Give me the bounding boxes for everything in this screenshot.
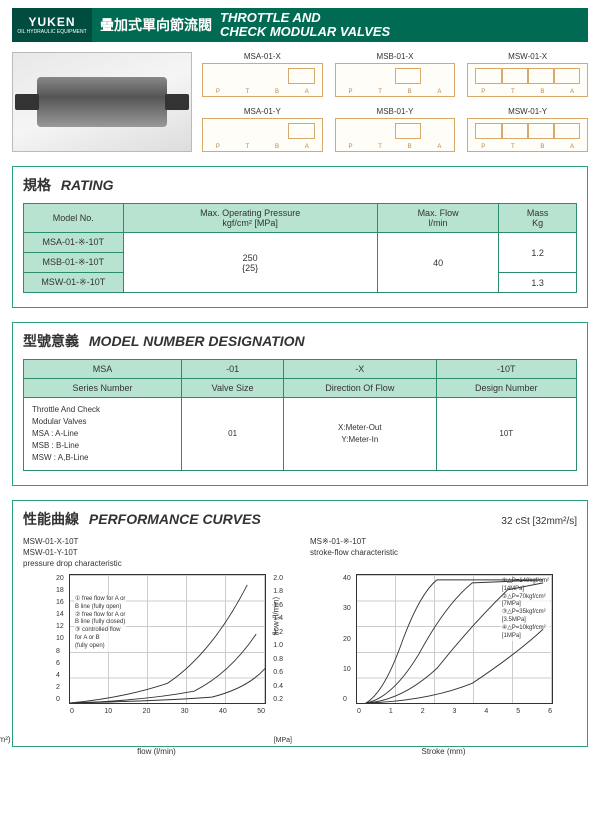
brand-main: YUKEN	[28, 15, 75, 29]
diagram: MSB-01-X PTBA	[335, 52, 456, 97]
modelnum-title: 型號意義 MODEL NUMBER DESIGNATION	[23, 331, 577, 351]
chart2-xticks: 0123456	[357, 708, 552, 715]
diagram-box: PTBA	[467, 63, 588, 97]
modelnum-title-en: MODEL NUMBER DESIGNATION	[89, 333, 305, 349]
product-photo	[12, 52, 192, 152]
header-bar: YUKEN OIL HYDRAULIC EQUIPMENT 疊加式單向節流閥 T…	[12, 8, 588, 42]
rating-flow: 40	[377, 233, 499, 293]
mdn-cell: 10T	[436, 398, 576, 471]
viscosity-note: 32 cSt [32mm²/s]	[501, 516, 577, 527]
chart2-box: MS※-01-※-10T stroke-flow characteristic …	[310, 537, 577, 732]
mdn-cell: Throttle And CheckModular ValvesMSA : A-…	[24, 398, 182, 471]
rating-row: MSA-01-※-10T250{25}401.2	[24, 233, 577, 253]
brand-sub: OIL HYDRAULIC EQUIPMENT	[17, 29, 86, 35]
brand-block: YUKEN OIL HYDRAULIC EQUIPMENT	[12, 8, 92, 42]
chart2-t2: stroke-flow characteristic	[310, 548, 577, 557]
rating-header: Max. Flowl/min	[377, 204, 499, 233]
rating-pressure: 250{25}	[123, 233, 377, 293]
diagram-ports: PTBA	[468, 89, 587, 95]
rating-header: MassKg	[499, 204, 577, 233]
diagram-ports: PTBA	[336, 144, 455, 150]
rating-mass: 1.3	[499, 273, 577, 293]
chart2-t1: MS※-01-※-10T	[310, 537, 577, 546]
diagram-label: MSW-01-X	[467, 52, 588, 61]
diagram: MSA-01-X PTBA	[202, 52, 323, 97]
chart1-yticks: 02468101214161820	[56, 575, 64, 703]
chart2-svg	[357, 575, 552, 703]
chart2: 010203040 0123456 ①△P=140kgf/cm² [14MPa]…	[356, 574, 553, 704]
chart2-xlabel: Stroke (mm)	[422, 747, 466, 756]
chart1-t1: MSW-01-X-10T	[23, 537, 290, 546]
diagram: MSW-01-X PTBA	[467, 52, 588, 97]
diagram-box: PTBA	[335, 63, 456, 97]
rating-table: Model No.Max. Operating Pressurekgf/cm² …	[23, 203, 577, 293]
diagram-label: MSB-01-Y	[335, 107, 456, 116]
valve-placeholder	[37, 77, 167, 127]
rating-model: MSW-01-※-10T	[24, 273, 124, 293]
mdn-col: MSA	[24, 360, 182, 379]
rating-title-en: RATING	[61, 177, 114, 193]
diagram-box: PTBA	[202, 118, 323, 152]
chart1-t3: pressure drop characteristic	[23, 559, 290, 568]
perf-title-cn: 性能曲線	[23, 511, 79, 527]
diagram-box: PTBA	[467, 118, 588, 152]
title-cn: 疊加式單向節流閥	[100, 15, 212, 35]
chart1-xlabel: flow (l/min)	[137, 747, 176, 756]
mdn-col: -01	[182, 360, 284, 379]
perf-title-en: PERFORMANCE CURVES	[89, 511, 261, 527]
diagram: MSA-01-Y PTBA	[202, 107, 323, 152]
rating-title-cn: 規格	[23, 177, 51, 193]
diagram-box: PTBA	[335, 118, 456, 152]
title-en-2: CHECK MODULAR VALVES	[220, 24, 390, 39]
modelnum-section: 型號意義 MODEL NUMBER DESIGNATION MSA-01-X-1…	[12, 322, 588, 486]
rating-header: Model No.	[24, 204, 124, 233]
diagram-label: MSA-01-X	[202, 52, 323, 61]
mdn-label: Series Number	[24, 379, 182, 398]
chart1-svg	[70, 575, 265, 703]
rating-header: Max. Operating Pressurekgf/cm² [MPa]	[123, 204, 377, 233]
diagram: MSB-01-Y PTBA	[335, 107, 456, 152]
perf-charts: MSW-01-X-10T MSW-01-Y-10T pressure drop …	[23, 537, 577, 732]
modelnum-title-cn: 型號意義	[23, 333, 79, 349]
diagram-label: MSW-01-Y	[467, 107, 588, 116]
rating-title: 規格 RATING	[23, 175, 577, 195]
chart1-yunit: (kgf/cm²)	[0, 735, 11, 744]
chart1-y2unit: [MPa]	[274, 737, 292, 744]
diagram-label: MSA-01-Y	[202, 107, 323, 116]
diagram-grid: MSA-01-XPTBAMSB-01-XPTBAMSW-01-XPTBAMSA-…	[202, 52, 588, 152]
rating-section: 規格 RATING Model No.Max. Operating Pressu…	[12, 166, 588, 308]
chart1: 02468101214161820 0.20.40.60.81.01.21.41…	[69, 574, 266, 704]
modelnum-table: MSA-01-X-10T Series NumberValve SizeDire…	[23, 359, 577, 471]
diagram-label: MSB-01-X	[335, 52, 456, 61]
diagram-ports: PTBA	[468, 144, 587, 150]
mdn-cell: X:Meter-OutY:Meter-In	[284, 398, 436, 471]
title-block: 疊加式單向節流閥 THROTTLE AND CHECK MODULAR VALV…	[92, 8, 588, 42]
chart1-xticks: 01020304050	[70, 708, 265, 715]
chart2-yticks: 010203040	[343, 575, 351, 703]
rating-mass: 1.2	[499, 233, 577, 273]
mdn-label: Valve Size	[182, 379, 284, 398]
rating-model: MSB-01-※-10T	[24, 253, 124, 273]
rating-model: MSA-01-※-10T	[24, 233, 124, 253]
diagram: MSW-01-Y PTBA	[467, 107, 588, 152]
mdn-label: Direction Of Flow	[284, 379, 436, 398]
mdn-label: Design Number	[436, 379, 576, 398]
diagram-ports: PTBA	[203, 144, 322, 150]
perf-section: 性能曲線 PERFORMANCE CURVES 32 cSt [32mm²/s]…	[12, 500, 588, 747]
diagram-ports: PTBA	[203, 89, 322, 95]
diagram-box: PTBA	[202, 63, 323, 97]
title-en: THROTTLE AND CHECK MODULAR VALVES	[220, 11, 390, 40]
chart2-ylabel: flow (l/min)	[272, 597, 281, 636]
chart1-yticks2: 0.20.40.60.81.01.21.41.61.82.0	[273, 575, 283, 703]
chart1-box: MSW-01-X-10T MSW-01-Y-10T pressure drop …	[23, 537, 290, 732]
mdn-col: -10T	[436, 360, 576, 379]
top-row: MSA-01-XPTBAMSB-01-XPTBAMSW-01-XPTBAMSA-…	[12, 52, 588, 152]
title-en-1: THROTTLE AND	[220, 10, 321, 25]
mdn-col: -X	[284, 360, 436, 379]
chart1-t2: MSW-01-Y-10T	[23, 548, 290, 557]
perf-title: 性能曲線 PERFORMANCE CURVES	[23, 509, 261, 529]
mdn-cell: 01	[182, 398, 284, 471]
diagram-ports: PTBA	[336, 89, 455, 95]
